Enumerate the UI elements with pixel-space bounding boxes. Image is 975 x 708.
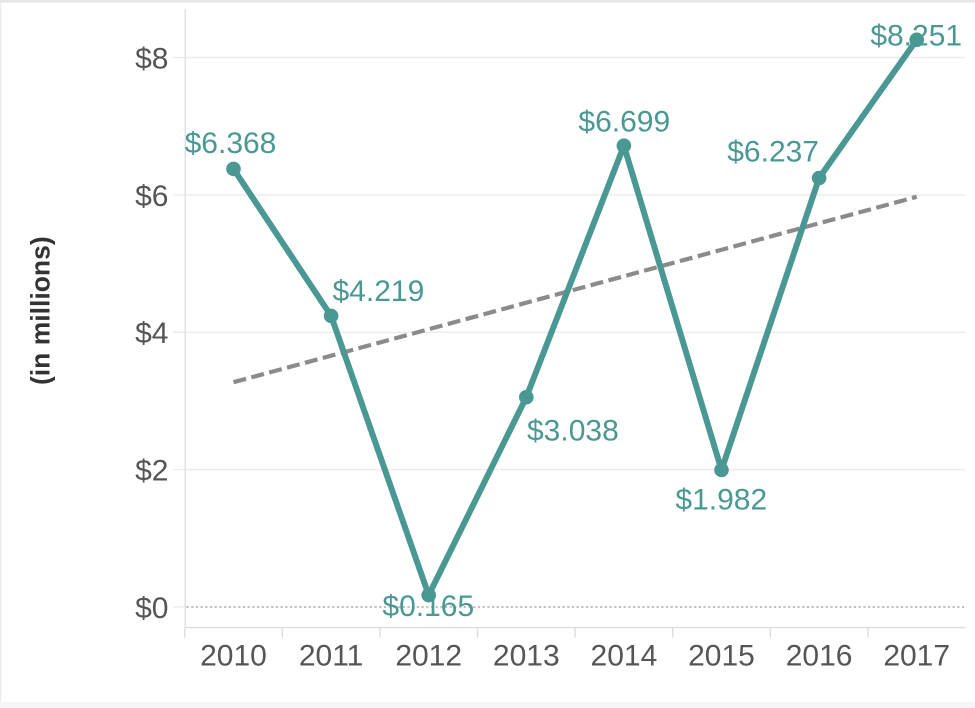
- svg-text:$4: $4: [135, 317, 168, 350]
- svg-text:2013: 2013: [493, 640, 560, 673]
- svg-text:2016: 2016: [786, 640, 853, 673]
- svg-text:2012: 2012: [395, 640, 462, 673]
- svg-text:2011: 2011: [299, 640, 364, 673]
- svg-text:$0: $0: [135, 592, 168, 625]
- svg-text:$6: $6: [135, 180, 168, 213]
- svg-text:(in millions): (in millions): [26, 236, 56, 385]
- svg-text:2015: 2015: [688, 640, 755, 673]
- svg-text:$6.368: $6.368: [185, 127, 277, 160]
- svg-text:2014: 2014: [591, 640, 658, 673]
- svg-text:2010: 2010: [200, 640, 267, 673]
- svg-text:$6.699: $6.699: [578, 106, 670, 139]
- svg-text:$8: $8: [135, 42, 168, 75]
- svg-text:$4.219: $4.219: [333, 275, 425, 308]
- svg-text:$2: $2: [135, 455, 168, 488]
- svg-text:$3.038: $3.038: [527, 415, 619, 448]
- svg-text:2017: 2017: [883, 640, 950, 673]
- svg-text:$6.237: $6.237: [727, 136, 819, 169]
- svg-text:$8.251: $8.251: [870, 20, 962, 53]
- svg-text:$1.982: $1.982: [675, 484, 767, 517]
- svg-text:$0.165: $0.165: [382, 590, 474, 623]
